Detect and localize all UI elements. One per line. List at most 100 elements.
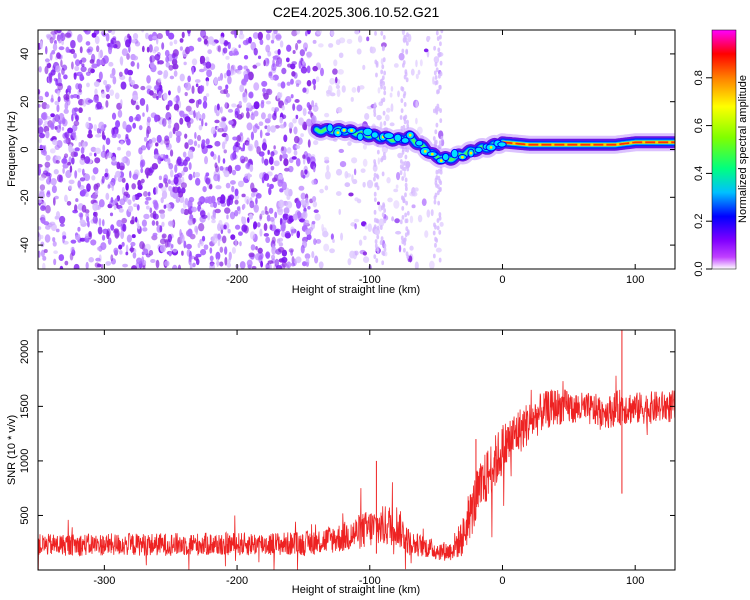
noise-blob [137,179,142,187]
noise-blob [168,131,173,139]
noise-blob [81,63,85,68]
noise-blob [92,193,98,201]
noise-blob [38,126,44,135]
noise-blob [110,30,116,35]
noise-blob [151,137,157,143]
noise-blob [141,45,145,53]
noise-blob [435,169,439,175]
noise-blob [230,70,236,75]
noise-blob [152,213,159,220]
noise-blob [158,182,164,189]
ridge-blob [400,137,410,144]
x-tick-label: 100 [626,274,644,286]
noise-blob [176,172,183,179]
noise-blob [277,82,282,87]
noise-blob [336,88,341,98]
noise-blob [70,94,74,99]
noise-blob [114,230,120,239]
noise-blob [38,137,42,144]
noise-blob [401,48,405,54]
noise-blob [250,187,258,193]
noise-blob [88,232,92,238]
noise-blob [248,36,252,44]
noise-blob [404,192,407,198]
noise-blob [296,39,302,44]
noise-blob [57,34,62,44]
noise-blob [132,122,137,129]
noise-blob [314,213,321,221]
noise-blob [211,219,216,224]
noise-blob [126,234,132,243]
noise-blob [241,224,248,232]
noise-blob [234,210,239,217]
noise-blob [234,110,239,119]
noise-blob [153,200,159,210]
noise-blob [128,115,134,123]
noise-blob [179,73,185,82]
noise-blob [301,60,305,65]
snr-series-line [38,375,675,570]
noise-blob [293,135,300,144]
noise-blob [167,207,173,212]
noise-blob [225,134,229,142]
noise-blob [306,30,311,35]
noise-blob [304,30,308,37]
noise-blob [265,33,271,41]
noise-blob [378,218,385,227]
noise-blob [253,47,258,56]
noise-blob [161,233,167,239]
noise-blob [85,121,90,129]
noise-blob [167,179,171,185]
noise-blob [129,247,136,252]
ridge-core-red [502,141,675,146]
noise-blob [329,92,336,97]
noise-blob [261,156,265,164]
noise-blob [64,260,69,266]
noise-blob [299,199,306,206]
noise-blob [347,141,352,146]
noise-blob [217,85,223,91]
noise-blob [57,90,60,97]
noise-blob [435,67,439,73]
noise-blob [283,158,289,167]
noise-blob [346,173,352,178]
noise-blob [382,45,386,51]
noise-blob [229,211,236,220]
noise-blob [54,114,60,122]
noise-blob [204,122,208,127]
noise-blob [66,98,71,106]
colorbar-label: Normalized spectral amplitude [737,75,749,223]
noise-blob [68,185,73,190]
ridge-blob-core [336,131,340,135]
noise-blob [134,216,138,223]
noise-blob [286,81,291,86]
noise-blob [126,53,130,60]
noise-blob [113,247,119,255]
noise-blob [404,34,407,40]
ridge-blob-core [489,146,493,149]
ridge-blob-core [430,152,434,156]
noise-blob [404,182,408,188]
noise-blob [306,156,311,165]
noise-blob [306,51,313,58]
noise-blob [263,59,266,67]
noise-blob [311,195,317,202]
noise-blob [201,139,206,145]
noise-blob [380,42,387,48]
noise-blob [74,147,80,152]
noise-blob [372,164,378,172]
noise-blob [233,48,238,56]
noise-blob [76,71,83,77]
noise-blob [94,157,101,164]
noise-blob [165,104,170,111]
noise-blob [426,209,431,218]
noise-blob [298,117,305,126]
noise-blob [333,59,338,67]
noise-blob [214,208,221,214]
noise-blob [276,91,282,101]
noise-blob [175,135,181,144]
noise-blob [391,216,395,222]
noise-blob [181,170,185,176]
noise-blob [373,191,377,197]
noise-blob [177,264,182,269]
